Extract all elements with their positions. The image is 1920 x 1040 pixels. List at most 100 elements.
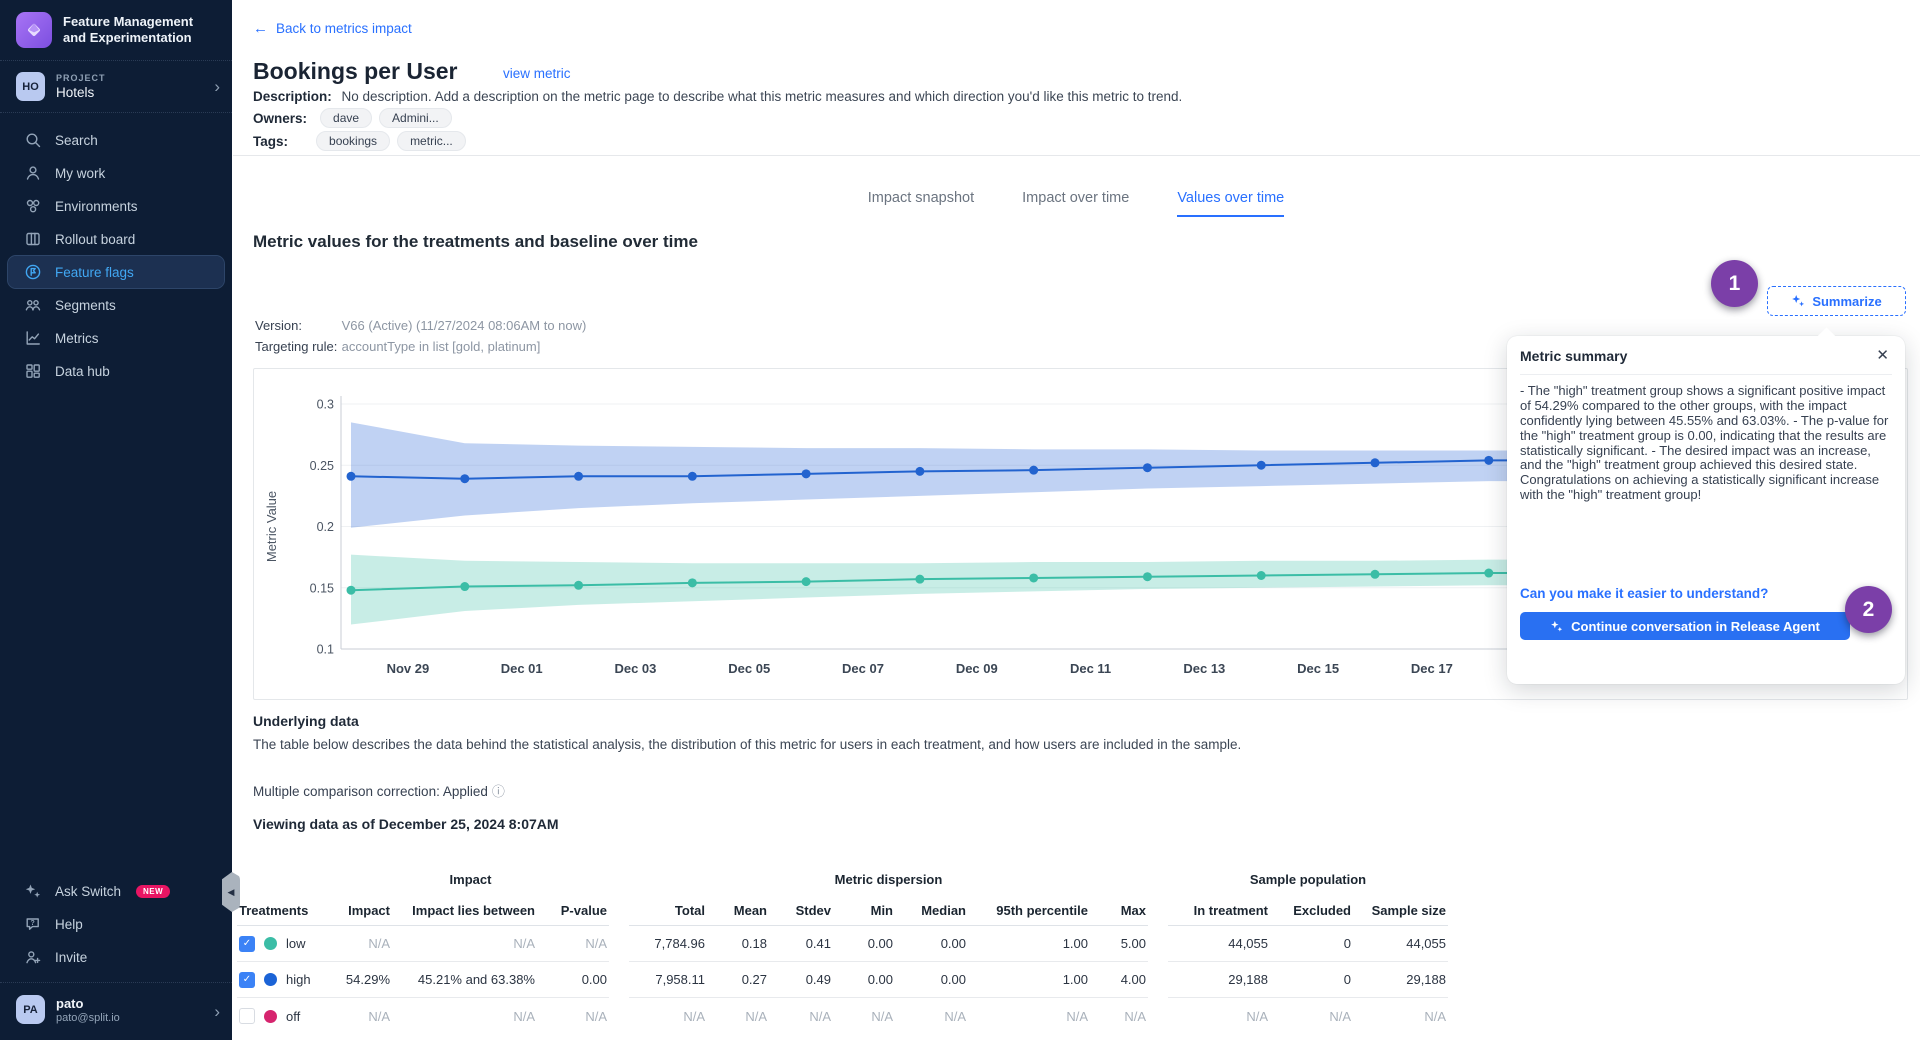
description-label: Description: <box>253 89 332 104</box>
table-column-header: Treatments <box>237 896 332 926</box>
people-icon <box>24 296 42 314</box>
sidebar-collapse-handle[interactable]: ◀ <box>222 872 240 912</box>
sidebar-item-feature-flags[interactable]: Feature flags <box>7 255 225 289</box>
underlying-data-table: Impact Metric dispersion Sample population… <box>237 872 1457 1034</box>
sidebar-item-label: Data hub <box>55 363 110 379</box>
sidebar-item-my-work[interactable]: My work <box>8 157 224 189</box>
table-cell: N/A <box>332 926 392 962</box>
table-cell: N/A <box>871 1008 893 1024</box>
owner-pill[interactable]: dave <box>320 108 373 128</box>
sidebar-item-label: My work <box>55 165 106 181</box>
tab-impact-over-time[interactable]: Impact over time <box>1022 190 1130 206</box>
sidebar-footer-nav: Ask Switch NEW? Help Invite <box>0 864 232 982</box>
targeting-row: Targeting rule: accountType in list [gol… <box>255 339 540 354</box>
tag-pill[interactable]: bookings <box>316 131 391 151</box>
sidebar-spacer <box>0 388 232 864</box>
svg-text:0.2: 0.2 <box>317 520 334 534</box>
svg-text:?: ? <box>30 920 34 927</box>
table-cell: 0 <box>1270 962 1353 998</box>
svg-text:Dec 13: Dec 13 <box>1183 661 1225 676</box>
grid-icon <box>24 362 42 380</box>
header-divider <box>233 155 1920 156</box>
treatment-cell: ✓ low <box>237 926 332 962</box>
sparkles-icon <box>1791 294 1805 308</box>
table-column-header: Median <box>895 896 968 926</box>
table-cell: N/A <box>1124 1008 1146 1024</box>
treatment-checkbox[interactable]: ✓ <box>239 971 255 988</box>
popup-easier-link[interactable]: Can you make it easier to understand? <box>1520 586 1769 601</box>
sidebar-item-label: Feature flags <box>55 264 134 280</box>
project-switcher[interactable]: HO PROJECT Hotels › <box>0 61 232 113</box>
svg-text:Dec 03: Dec 03 <box>614 661 656 676</box>
table-cell: 0.00 <box>833 926 895 962</box>
popup-body: - The "high" treatment group shows a sig… <box>1520 383 1889 503</box>
info-icon[interactable]: ⓘ <box>491 784 505 799</box>
sidebar-item-invite[interactable]: Invite <box>8 941 224 973</box>
table-column-header: Total <box>629 896 707 926</box>
table-cell: N/A <box>809 1008 831 1024</box>
sidebar-item-label: Invite <box>55 949 88 965</box>
view-metric-link[interactable]: view metric <box>503 66 571 81</box>
section-heading: Metric values for the treatments and bas… <box>253 232 698 251</box>
owner-pill[interactable]: Admini... <box>379 108 452 128</box>
treatment-checkbox[interactable] <box>239 1008 255 1024</box>
sidebar-item-metrics[interactable]: Metrics <box>8 322 224 354</box>
table-cell: 1.00 <box>968 962 1090 998</box>
continue-release-agent-button[interactable]: Continue conversation in Release Agent <box>1520 612 1850 640</box>
board-icon <box>24 230 42 248</box>
table-cell: 44,055 <box>1168 926 1270 962</box>
table-cell: N/A <box>1424 1008 1446 1024</box>
close-icon[interactable]: ✕ <box>1876 347 1889 364</box>
tab-impact-snapshot[interactable]: Impact snapshot <box>867 190 975 206</box>
sidebar-item-label: Rollout board <box>55 231 136 247</box>
sidebar-item-search[interactable]: Search <box>8 124 224 156</box>
brand-name: Feature Management and Experimentation <box>63 13 194 45</box>
table-cell: N/A <box>683 1008 705 1024</box>
table-cell: 0.00 <box>833 962 895 998</box>
svg-text:0.1: 0.1 <box>317 643 334 657</box>
user-account[interactable]: PA pato pato@split.io › <box>0 982 232 1040</box>
table-column-header: Sample size <box>1353 896 1448 926</box>
sidebar-item-help[interactable]: ? Help <box>8 908 224 940</box>
table-column-header: P-value <box>537 896 609 926</box>
table-column-header: Excluded <box>1270 896 1353 926</box>
svg-text:0.25: 0.25 <box>310 459 334 473</box>
popup-divider <box>1520 374 1892 375</box>
svg-text:Nov 29: Nov 29 <box>387 661 430 676</box>
tags-label: Tags: <box>253 133 289 149</box>
treatment-color-dot <box>264 1009 277 1023</box>
back-link[interactable]: ← Back to metrics impact <box>253 20 412 37</box>
underlying-description: The table below describes the data behin… <box>253 737 1242 752</box>
sidebar-item-label: Help <box>55 916 83 932</box>
summarize-button[interactable]: Summarize <box>1767 286 1906 316</box>
tag-pill[interactable]: metric... <box>397 131 466 151</box>
table-cell: N/A <box>585 1008 607 1024</box>
tags-row: Tags: bookings metric... <box>253 131 466 151</box>
sidebar-item-label: Environments <box>55 198 138 214</box>
invite-icon <box>24 948 42 966</box>
sidebar-item-ask-switch[interactable]: Ask Switch NEW <box>8 875 224 907</box>
treatment-checkbox[interactable]: ✓ <box>239 935 255 952</box>
sidebar-item-label: Metrics <box>55 330 99 346</box>
table-cell: 0.00 <box>537 962 609 998</box>
sidebar-item-environments[interactable]: Environments <box>8 190 224 222</box>
svg-text:Dec 07: Dec 07 <box>842 661 884 676</box>
sidebar-item-segments[interactable]: Segments <box>8 289 224 321</box>
table-row-off: off N/A N/A N/A N/A N/A N/A N/A N/A N/A N/A N/A N/A N… <box>237 998 1457 1034</box>
chevron-right-icon: › <box>214 76 220 96</box>
tab-values-over-time[interactable]: Values over time <box>1177 190 1285 217</box>
table-row-low: ✓ low N/A N/A N/A 7,784.96 0.18 0.41 0.00 0.00 1.0… <box>237 926 1457 962</box>
popup-arrow <box>1817 327 1836 346</box>
sparkles-icon <box>24 882 42 900</box>
sidebar-nav: Search My work Environments Rollout board Fe… <box>0 113 232 388</box>
sidebar-item-data-hub[interactable]: Data hub <box>8 355 224 387</box>
table-cell: 29,188 <box>1353 962 1448 998</box>
svg-text:Dec 15: Dec 15 <box>1297 661 1339 676</box>
table-cell: N/A <box>1246 1008 1268 1024</box>
targeting-value: accountType in list [gold, platinum] <box>341 339 541 354</box>
page-title: Bookings per User <box>253 58 458 84</box>
sidebar-item-rollout-board[interactable]: Rollout board <box>8 223 224 255</box>
sidebar-item-label: Segments <box>55 297 116 313</box>
step-badge-1: 1 <box>1711 260 1758 307</box>
